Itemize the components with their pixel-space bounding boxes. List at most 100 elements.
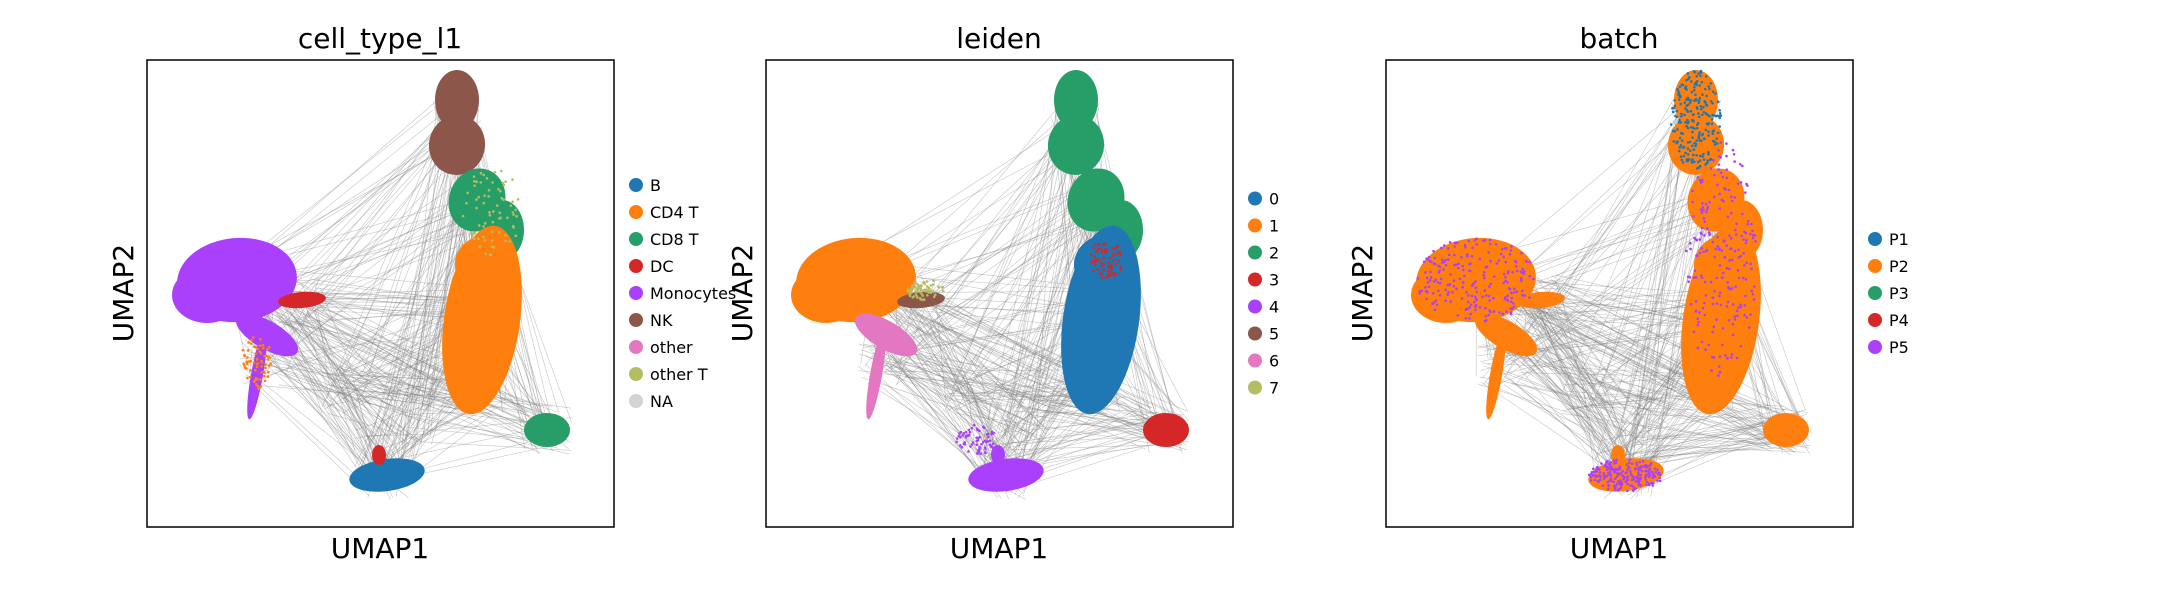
cell-point	[261, 344, 265, 347]
cell-point	[964, 430, 968, 434]
cell-point	[515, 214, 518, 218]
edge-line	[1562, 110, 1683, 391]
cell-point	[1597, 480, 1600, 484]
cell-point	[253, 379, 257, 383]
cell-point	[1701, 206, 1705, 209]
cell-point	[991, 432, 994, 435]
edge-line	[1511, 305, 1716, 315]
edge-line	[241, 302, 458, 409]
blob-layer	[172, 70, 570, 492]
cell-point	[1701, 132, 1705, 136]
cell-point	[508, 240, 511, 243]
cell-point	[1727, 318, 1731, 322]
edge-line	[322, 111, 448, 408]
cell-point	[1504, 275, 1507, 279]
edge-line	[325, 384, 428, 403]
cell-point	[1502, 272, 1506, 276]
legend-label: 5	[1269, 325, 1279, 344]
cell-point	[1717, 163, 1721, 166]
cell-point	[1693, 85, 1696, 89]
cell-point	[1426, 290, 1429, 294]
cell-point	[1695, 154, 1698, 157]
cell-point	[1492, 275, 1496, 278]
edge-line	[1548, 288, 1616, 470]
cell-point	[1598, 478, 1602, 482]
cell-point	[1719, 303, 1723, 307]
cell-point	[1437, 289, 1440, 293]
edge-line	[894, 356, 985, 396]
edge-line	[1495, 347, 1773, 441]
cell-point	[1691, 113, 1695, 117]
legend: 0 1 2 3 4 5 6 7	[1248, 190, 1279, 398]
edge-line	[285, 341, 395, 443]
cell-point	[545, 419, 548, 423]
cell-point	[537, 421, 540, 424]
legend-marker	[1868, 286, 1882, 300]
cell-point	[1714, 114, 1718, 118]
cell-point	[1426, 281, 1430, 284]
cell-point	[1725, 154, 1728, 158]
edge-line	[1550, 279, 1706, 397]
cell-point	[1711, 90, 1715, 94]
cell-point	[1648, 464, 1651, 468]
cell-point	[1739, 305, 1743, 309]
edge-line	[1568, 391, 1712, 410]
cell-point	[502, 183, 506, 187]
cell-point	[1718, 371, 1722, 374]
cell-point	[1475, 290, 1479, 294]
cell-point	[1743, 304, 1746, 307]
cell-point	[1702, 105, 1705, 109]
edge-line	[289, 311, 392, 431]
edge-line	[910, 282, 1046, 435]
edge-line	[894, 361, 946, 367]
edge-line	[406, 415, 529, 439]
cell-point	[1719, 171, 1723, 174]
edge-line	[994, 117, 1069, 489]
cell-point	[1706, 227, 1709, 230]
edge-line	[886, 362, 1040, 427]
cell-point	[487, 188, 491, 192]
edge-line	[1568, 376, 1784, 436]
edge-line	[1541, 304, 1626, 435]
edge-line	[944, 382, 1041, 441]
cell-point	[511, 211, 515, 214]
cell-point	[1110, 270, 1113, 274]
cell-point	[1701, 113, 1704, 117]
cell-point	[1671, 110, 1675, 114]
cell-point	[1658, 476, 1661, 480]
cell-point	[1674, 114, 1677, 118]
cell-point	[1678, 95, 1682, 99]
cell-point	[1694, 144, 1697, 148]
cell-point	[1513, 291, 1516, 294]
cell-point	[926, 285, 929, 289]
cell-point	[1506, 280, 1509, 284]
cell-point	[1745, 316, 1749, 319]
cell-point	[472, 180, 476, 183]
edge-line	[1496, 213, 1735, 297]
cell-point	[1686, 153, 1690, 156]
cell-point	[488, 211, 491, 214]
edge-line	[1665, 136, 1701, 404]
cell-point	[1447, 291, 1450, 294]
cell-point	[1719, 156, 1722, 159]
cell-point	[1704, 75, 1708, 78]
edge-line	[1554, 193, 1693, 278]
cell-point	[1736, 314, 1739, 318]
cell-point	[1705, 122, 1709, 125]
cell-point	[1707, 152, 1710, 156]
cell-point	[1474, 305, 1477, 309]
cell-point	[1724, 354, 1727, 357]
cell-point	[1702, 250, 1705, 254]
cell-point	[1688, 241, 1692, 245]
cell-point	[1728, 234, 1731, 237]
legend-label: P3	[1889, 284, 1909, 303]
cluster-blob	[1074, 235, 1138, 295]
cell-point	[1613, 470, 1617, 474]
cell-point	[1692, 276, 1696, 279]
cell-point	[1502, 281, 1505, 285]
edge-line	[388, 425, 532, 440]
cell-point	[1637, 468, 1640, 472]
edge-line	[1507, 231, 1692, 361]
cell-point	[1707, 343, 1711, 347]
cell-point	[961, 434, 965, 437]
